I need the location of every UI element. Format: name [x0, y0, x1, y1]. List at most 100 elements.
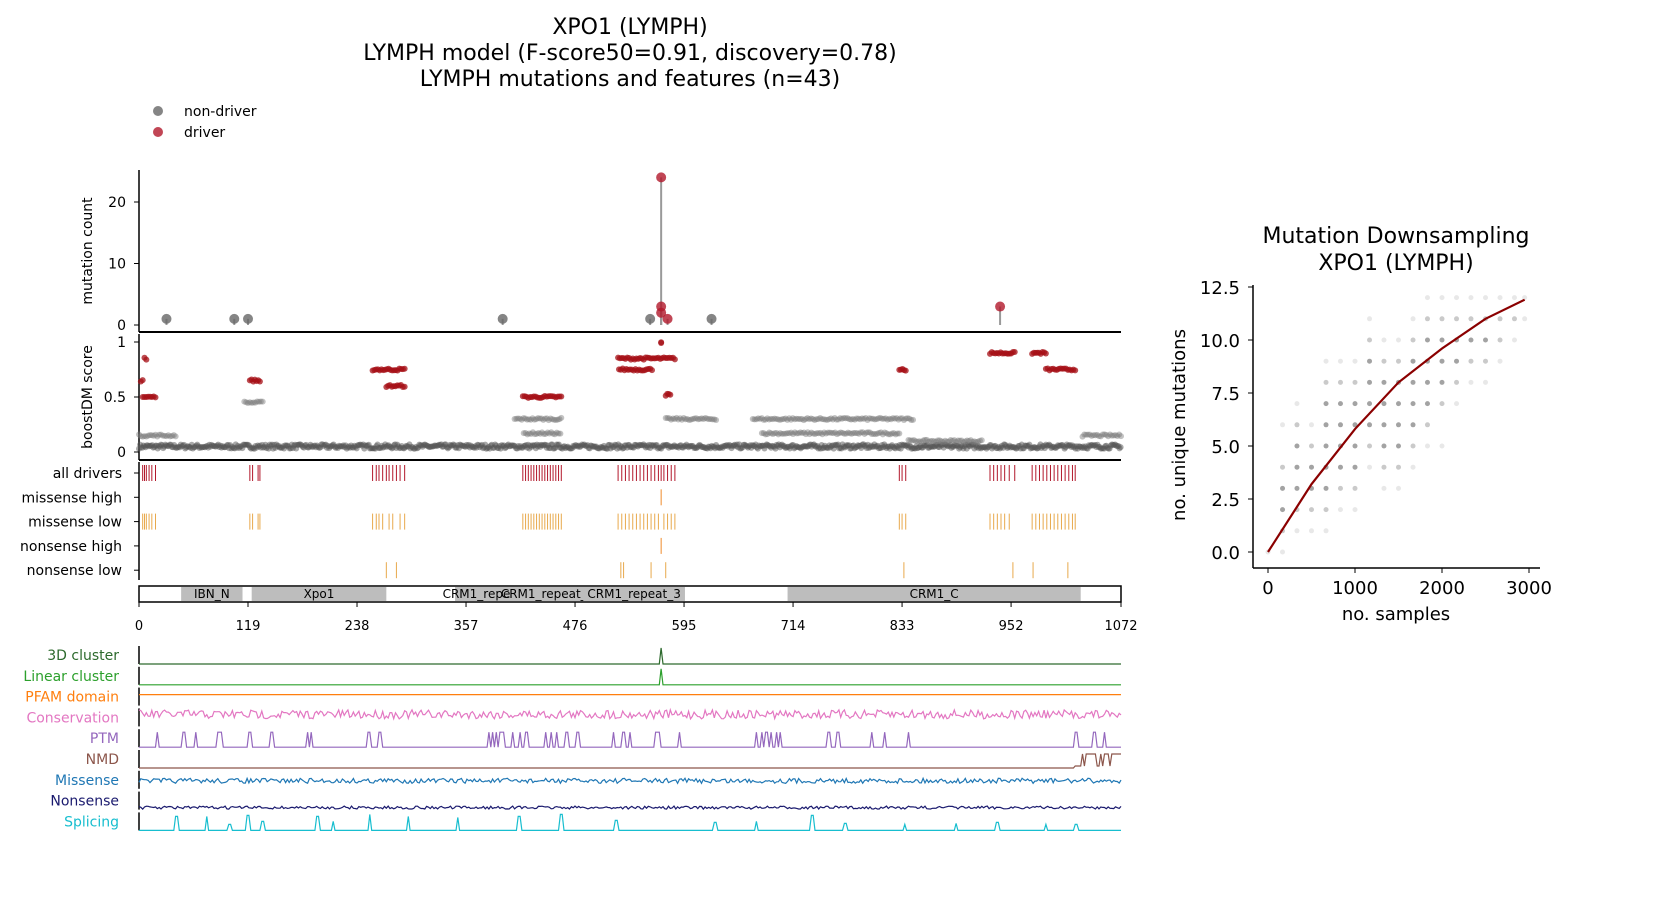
scatter-point [1454, 316, 1460, 322]
boost-point [793, 430, 800, 437]
boost-point [148, 432, 155, 439]
boost-point [835, 430, 842, 437]
boost-point [782, 415, 789, 422]
boost-point [682, 416, 689, 423]
boost-point [256, 378, 263, 385]
scatter-point [1367, 464, 1373, 470]
boost-point [516, 415, 523, 422]
boost-point [788, 429, 795, 436]
boost-point [830, 430, 837, 437]
scatter-point [1454, 401, 1460, 407]
boost-point [702, 414, 709, 421]
boost-point [804, 429, 811, 436]
scatter-point [1522, 295, 1528, 301]
domain-box [583, 587, 685, 601]
feature-line [139, 753, 1121, 769]
scatter-point [1367, 316, 1373, 322]
boost-point [766, 429, 773, 436]
boost-point [802, 431, 809, 438]
boost-point [648, 367, 655, 374]
feature-label: 3D cluster [47, 648, 119, 664]
legend-label: non-driver [184, 104, 257, 120]
boost-point [951, 437, 958, 444]
boost-point [859, 429, 866, 436]
boost-point [771, 415, 778, 422]
boost-point [524, 431, 531, 438]
boost-point [971, 438, 978, 445]
boost-point [707, 416, 714, 423]
boost-point [704, 415, 711, 422]
boost-point [873, 416, 880, 423]
y-tick-label: 1 [117, 335, 126, 351]
boost-point [881, 429, 888, 436]
boost-point [771, 430, 778, 437]
boost-point [871, 416, 878, 423]
boost-point [545, 417, 552, 424]
boost-point [934, 437, 941, 444]
boost-point [887, 431, 894, 438]
boost-point [869, 415, 876, 422]
x-tick-label: 1072 [1104, 619, 1137, 634]
boost-point [821, 429, 828, 436]
boost-point [868, 415, 875, 422]
scatter-point [1367, 443, 1373, 449]
boost-point [675, 416, 682, 423]
boost-point [764, 431, 771, 438]
boost-point [880, 415, 887, 422]
boost-point [864, 416, 871, 423]
x-tick-label: 357 [454, 619, 479, 634]
boost-point [773, 415, 780, 422]
boost-point [1090, 432, 1097, 439]
boost-point [555, 430, 562, 437]
boost-point [822, 416, 829, 423]
chart-title-line: LYMPH model (F-score50=0.91, discovery=0… [363, 41, 896, 66]
domain-label: Xpo1 [304, 587, 335, 601]
boost-point [839, 429, 846, 436]
feature-label: Conservation [26, 710, 119, 726]
boost-point [891, 415, 898, 422]
boost-point [956, 437, 963, 444]
boost-point [789, 415, 796, 422]
boost-point [163, 433, 170, 440]
scatter-point [1294, 464, 1300, 470]
boost-point [540, 416, 547, 423]
scatter-point [1367, 337, 1373, 343]
domain-label: CRM1_repeat_2 [501, 587, 594, 601]
boost-point [802, 416, 809, 423]
boost-point [1103, 431, 1110, 438]
boost-point [241, 398, 248, 405]
boost-point [548, 429, 555, 436]
boost-point [543, 415, 550, 422]
feature-line [138, 805, 1122, 811]
boost-point [536, 415, 543, 422]
boost-point [1105, 433, 1112, 440]
boost-point [806, 416, 813, 423]
needle-head [706, 313, 717, 324]
boost-point [826, 429, 833, 436]
scatter-point [1468, 295, 1474, 301]
scatter-point [1381, 379, 1387, 385]
boost-point [834, 431, 841, 438]
scatter-point [1424, 401, 1430, 407]
scatter-point [1381, 422, 1387, 428]
legend-marker [153, 106, 163, 116]
boost-point [526, 430, 533, 437]
boost-point [524, 416, 531, 423]
scatter-point [1337, 485, 1343, 491]
boost-point [912, 438, 919, 445]
boost-point [846, 430, 853, 437]
boost-point [698, 415, 705, 422]
boost-point [923, 436, 930, 443]
y-tick-label: 0.0 [1211, 543, 1240, 564]
boost-point [795, 430, 802, 437]
feature-label: NMD [86, 752, 119, 768]
needle-head [645, 313, 656, 324]
boost-point [826, 416, 833, 423]
boost-point [902, 415, 909, 422]
boost-point [551, 431, 558, 438]
boost-point [689, 415, 696, 422]
boost-point [910, 416, 917, 423]
boost-point [778, 416, 785, 423]
boost-point [522, 430, 529, 437]
